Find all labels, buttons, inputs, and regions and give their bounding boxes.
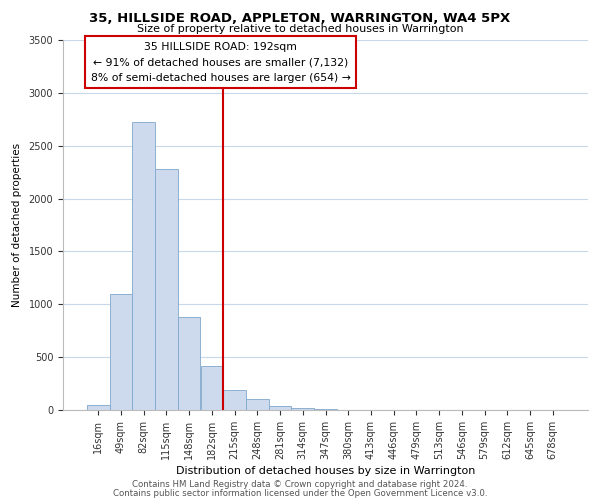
Bar [246, 400, 269, 410]
Bar [223, 390, 246, 410]
Text: 35, HILLSIDE ROAD, APPLETON, WARRINGTON, WA4 5PX: 35, HILLSIDE ROAD, APPLETON, WARRINGTON,… [89, 12, 511, 26]
X-axis label: Distribution of detached houses by size in Warrington: Distribution of detached houses by size … [176, 466, 475, 476]
Y-axis label: Number of detached properties: Number of detached properties [11, 143, 22, 307]
Text: 35 HILLSIDE ROAD: 192sqm
← 91% of detached houses are smaller (7,132)
8% of semi: 35 HILLSIDE ROAD: 192sqm ← 91% of detach… [91, 42, 350, 83]
Bar [178, 317, 200, 410]
Bar [87, 405, 110, 410]
Bar [110, 294, 133, 410]
Text: Size of property relative to detached houses in Warrington: Size of property relative to detached ho… [137, 24, 463, 34]
Text: Contains HM Land Registry data © Crown copyright and database right 2024.: Contains HM Land Registry data © Crown c… [132, 480, 468, 489]
Bar [200, 366, 223, 410]
Bar [133, 122, 155, 410]
Bar [269, 406, 292, 410]
Text: Contains public sector information licensed under the Open Government Licence v3: Contains public sector information licen… [113, 488, 487, 498]
Bar [155, 169, 178, 410]
Bar [292, 408, 314, 410]
